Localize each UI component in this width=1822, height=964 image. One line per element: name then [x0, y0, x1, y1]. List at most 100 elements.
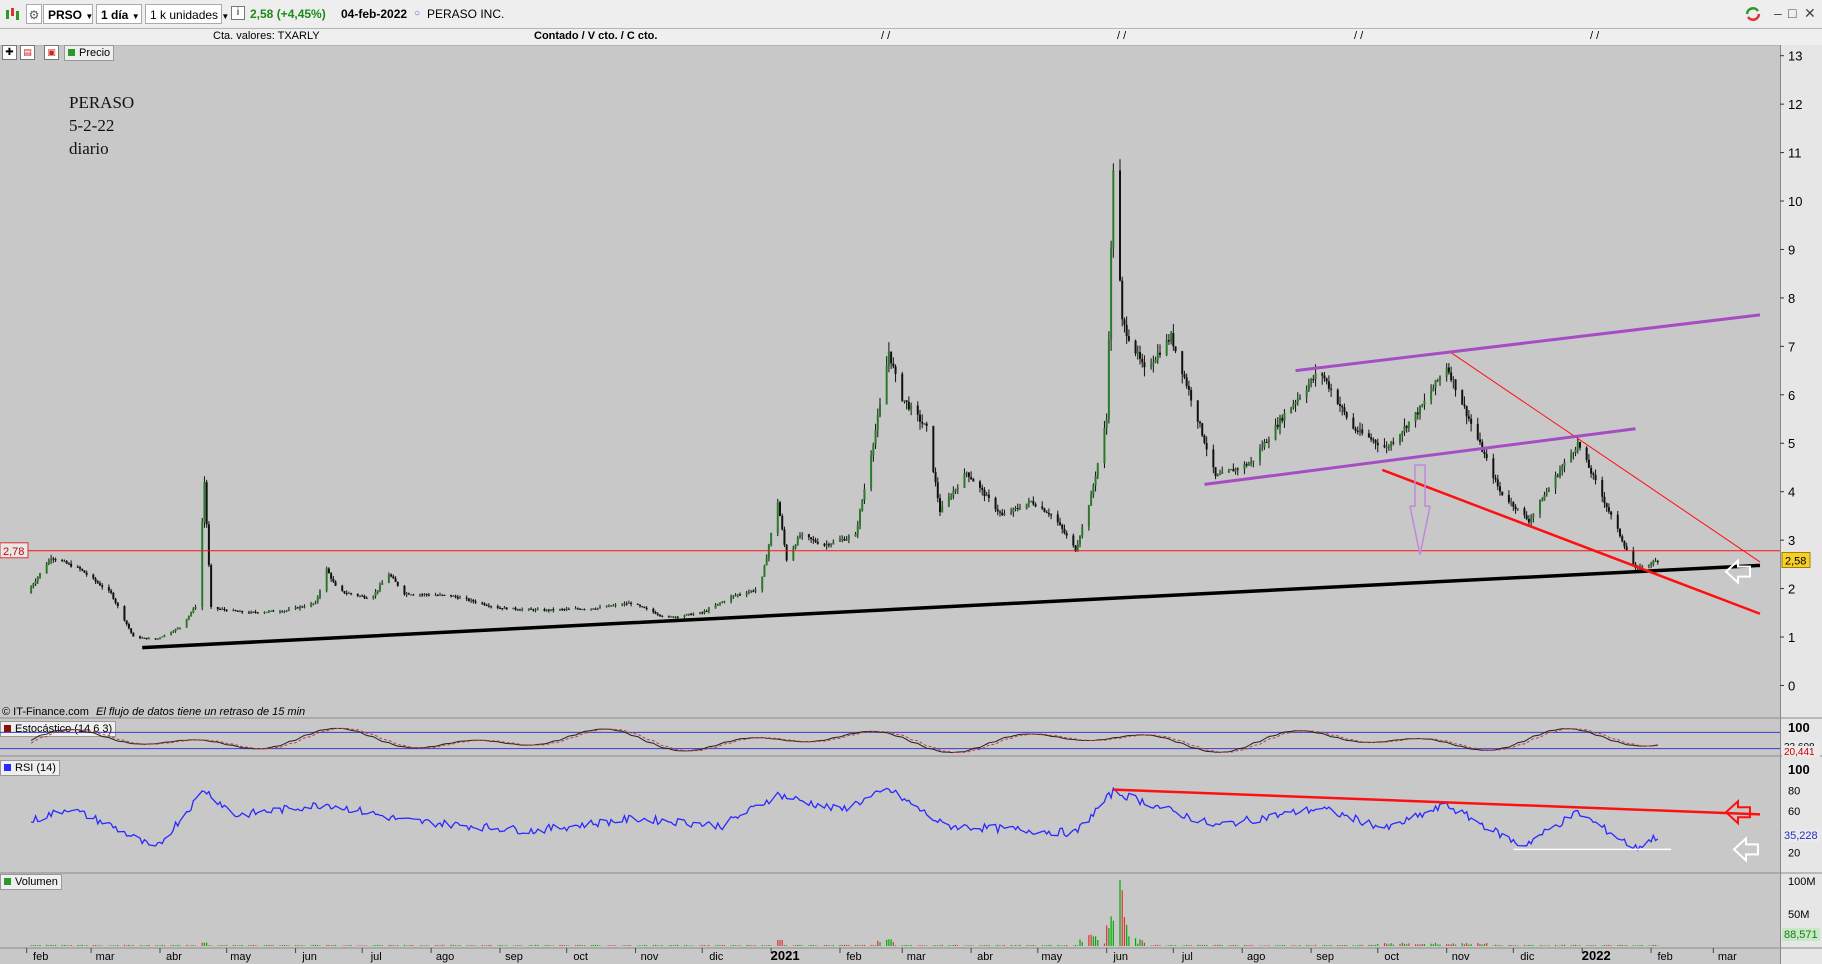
candle-body: [581, 609, 584, 611]
candle-body: [627, 603, 630, 605]
left-arrow-icon: [1724, 798, 1751, 826]
price-pane-label[interactable]: Precio: [64, 45, 115, 61]
volume-bar: [608, 945, 610, 946]
candle-body: [636, 603, 639, 605]
volume-bar: [286, 945, 288, 946]
candle-body: [807, 534, 810, 538]
volume-bar: [1028, 945, 1030, 946]
volume-bar: [1003, 945, 1006, 946]
price-axis[interactable]: [1780, 45, 1822, 964]
rsi-label[interactable]: RSI (14): [0, 760, 60, 776]
candle-body: [405, 593, 408, 595]
candle-body: [652, 608, 655, 613]
candle-body: [1221, 471, 1224, 474]
candle-body: [330, 573, 333, 579]
volume-bar: [590, 945, 592, 946]
interval-select[interactable]: 1 día ▼: [96, 4, 142, 24]
pane-tool-button[interactable]: ▣: [44, 45, 59, 60]
volume-bar: [1637, 945, 1639, 946]
candle-body: [916, 405, 919, 415]
close-icon[interactable]: ✕: [1804, 5, 1816, 21]
candle-body: [374, 591, 377, 597]
candle-body: [1434, 380, 1437, 388]
volume-bar: [654, 944, 657, 946]
volume-bar: [1434, 942, 1437, 946]
candle-body: [610, 605, 613, 607]
candle-body: [845, 538, 848, 541]
x-tick-label: nov: [641, 951, 659, 963]
volume-bar: [234, 945, 237, 946]
candle-body: [1127, 336, 1130, 341]
maximize-icon[interactable]: □: [1788, 5, 1797, 21]
volume-bar: [141, 945, 143, 946]
candle-body: [252, 611, 255, 613]
volume-bar: [470, 945, 472, 946]
candle-body: [683, 615, 686, 617]
refresh-icon[interactable]: [1744, 6, 1762, 22]
candle-body: [687, 613, 690, 615]
candle-body: [1650, 564, 1653, 566]
volume-bar: [1610, 945, 1612, 946]
candle-body: [656, 613, 659, 615]
volume-bar: [614, 945, 617, 946]
candle-body: [283, 610, 286, 612]
units-select[interactable]: 1 k unidades ▼: [145, 4, 229, 24]
volume-label[interactable]: Volumen: [0, 874, 62, 890]
volume-bar: [497, 945, 499, 946]
crosshair-tool-button[interactable]: ✚: [2, 45, 17, 60]
chart-settings-button[interactable]: ⚙: [26, 4, 42, 24]
candle-body: [92, 574, 95, 579]
candle-body: [139, 636, 141, 639]
volume-bar: [1606, 945, 1608, 946]
candle-body: [503, 607, 506, 609]
candle-body: [114, 598, 117, 603]
info-icon[interactable]: i: [231, 6, 245, 20]
volume-bar: [1212, 945, 1214, 946]
volume-bar: [903, 945, 906, 946]
candle-body: [812, 539, 815, 541]
volume-bar: [1174, 945, 1177, 946]
candle-body: [1467, 416, 1470, 419]
candle-body: [1196, 400, 1199, 422]
candle-body: [1436, 380, 1439, 382]
candle-body: [372, 596, 375, 599]
volume-bar: [1032, 944, 1034, 946]
minimize-icon[interactable]: –: [1774, 5, 1782, 21]
candle-body: [641, 606, 644, 608]
candle-body: [1432, 387, 1435, 392]
candle-body: [1625, 546, 1628, 551]
candle-body: [985, 494, 988, 497]
candle-body: [561, 609, 564, 611]
date-slot[interactable]: / /: [1117, 30, 1127, 42]
pane-tool-button[interactable]: ▤: [20, 45, 35, 60]
chart-type-icon[interactable]: [4, 6, 22, 22]
volume-bar: [61, 945, 63, 946]
date-slot[interactable]: / /: [881, 30, 891, 42]
volume-bar: [794, 945, 797, 946]
candle-body: [170, 632, 173, 635]
volume-bar: [70, 945, 72, 946]
date-slot[interactable]: / /: [1354, 30, 1364, 42]
candle-body: [1330, 388, 1333, 390]
candle-body: [1010, 511, 1013, 514]
candle-body: [579, 608, 581, 610]
x-tick-label: may: [1041, 951, 1062, 963]
volume-bar: [208, 945, 210, 946]
candle-body: [1050, 514, 1053, 516]
source-note: © IT-Finance.com El flujo de datos tiene…: [2, 706, 306, 718]
volume-bar: [1539, 945, 1541, 946]
date-slot[interactable]: / /: [1590, 30, 1600, 42]
volume-bar: [443, 945, 446, 946]
candle-body: [1170, 333, 1173, 342]
symbol-select[interactable]: PRSO ▼: [43, 4, 93, 24]
candle-body: [452, 595, 455, 597]
candle-body: [179, 627, 181, 629]
volume-bar: [1346, 945, 1348, 946]
candle-body: [483, 603, 486, 605]
volume-bar: [1494, 944, 1497, 946]
candle-body: [1203, 435, 1206, 443]
volume-bar: [637, 945, 639, 946]
stochastic-label[interactable]: Estocástico (14 6 3): [0, 721, 117, 737]
candle-body: [1559, 470, 1561, 477]
